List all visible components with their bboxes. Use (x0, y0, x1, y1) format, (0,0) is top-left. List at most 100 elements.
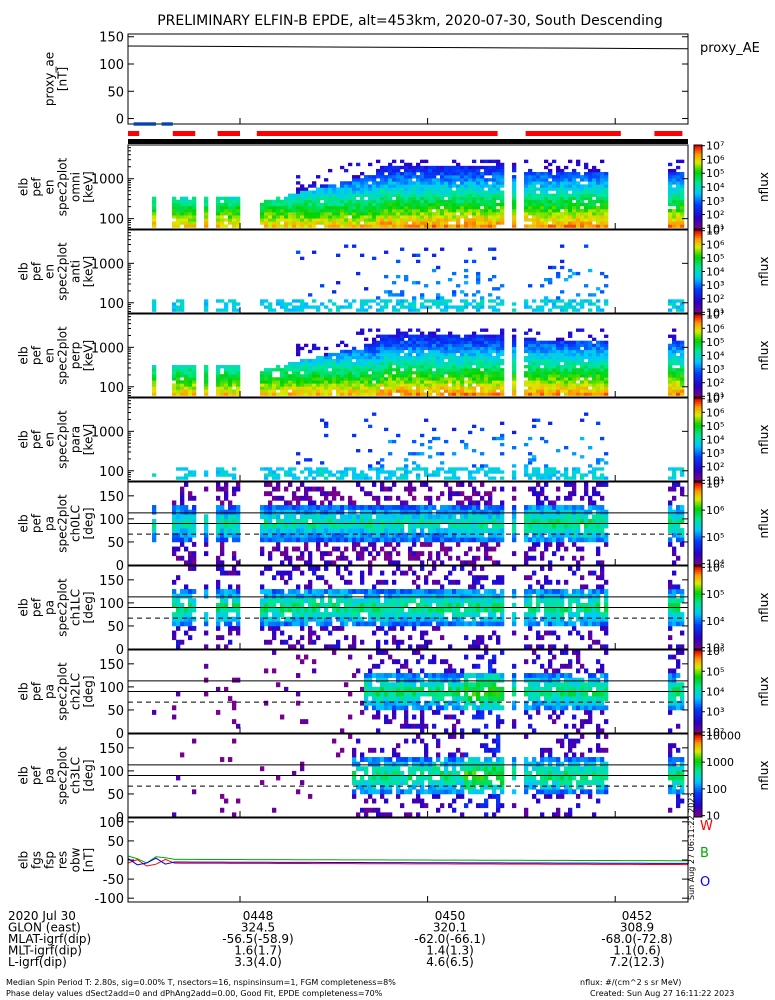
spectrogram-cell (272, 514, 277, 520)
colorbar-tick-label: 10¹ (706, 306, 724, 319)
spectrogram-cell (588, 187, 593, 191)
spectrogram-cell (172, 368, 177, 372)
spectrogram-cell (336, 343, 341, 348)
spectrogram-cell (472, 476, 477, 480)
spectrogram-cell (484, 334, 489, 338)
spectrogram-cell (576, 172, 581, 176)
spectrogram-cell (392, 205, 397, 210)
spectrogram-cell (384, 386, 389, 390)
spectrogram-cell (596, 215, 601, 219)
spectrogram-cell (544, 362, 549, 366)
spectrogram-cell (332, 187, 337, 191)
spectrogram-cell (388, 495, 393, 501)
spectrogram-cell (368, 509, 373, 515)
spectrogram-cell (588, 352, 593, 357)
spectrogram-cell (172, 537, 177, 543)
spectrogram-cell (512, 337, 517, 341)
spectrogram-cell (480, 343, 485, 348)
spectrogram-cell (308, 555, 313, 561)
colorbar-segment (694, 353, 702, 356)
spectrogram-cell (436, 365, 441, 369)
spectrogram-cell (408, 346, 413, 351)
spectrogram-cell (448, 184, 453, 188)
proxy-ae-line (127, 45, 689, 50)
spectrogram-cell (384, 389, 389, 393)
spectrogram-cell (236, 308, 241, 312)
spectrogram-cell (604, 202, 609, 207)
colorbar-segment (694, 310, 702, 314)
spectrogram-cell (452, 212, 457, 216)
spectrogram-cell (676, 208, 681, 213)
spectrogram-cell (532, 221, 537, 225)
spectrogram-cell (560, 184, 565, 188)
spectrogram-cell (304, 523, 309, 529)
spectrogram-cell (532, 368, 537, 372)
spectrogram-cell (680, 190, 685, 194)
spectrogram-cell (216, 196, 221, 201)
spectrogram-cell (284, 374, 289, 378)
spectrogram-cell (460, 383, 465, 387)
spectrogram-cell (288, 202, 293, 207)
spectrogram-cell (424, 299, 429, 303)
spectrogram-cell (592, 215, 597, 219)
spectrogram-cell (592, 175, 597, 179)
colorbar-tick-label: 10² (706, 209, 724, 222)
spectrogram-cell (176, 546, 181, 552)
spectrogram-cell (680, 340, 685, 345)
spectrogram-cell (588, 392, 593, 396)
spectrogram-cell (380, 349, 385, 354)
spectrogram-cell (220, 224, 225, 228)
spectrogram-cell (560, 380, 565, 384)
spectrogram-cell (400, 365, 405, 369)
spectrogram-cell (368, 199, 373, 204)
spectrogram-cell (184, 205, 189, 210)
science-zone-marker (217, 131, 240, 136)
spectrogram-cell (604, 392, 609, 396)
spectrogram-cell (360, 386, 365, 390)
spectrogram-cell (592, 380, 597, 384)
colorbar-segment (694, 376, 702, 379)
spectrogram-cell (596, 308, 601, 312)
spectrogram-cell (600, 380, 605, 384)
spectrogram-cell (320, 418, 325, 422)
spectrogram-cell (452, 473, 457, 477)
spectrogram-cell (380, 218, 385, 222)
spectrogram-cell (556, 196, 561, 201)
spectrogram-cell (324, 365, 329, 369)
spectrogram-cell (536, 355, 541, 360)
spectrogram-cell (568, 202, 573, 207)
spectrogram-cell (376, 383, 381, 387)
spectrogram-cell (440, 541, 445, 547)
spectrogram-cell (560, 349, 565, 354)
spectrogram-cell (400, 514, 405, 520)
spectrogram-cell (216, 514, 221, 520)
spectrogram-cell (328, 168, 333, 173)
spectrogram-cell (380, 190, 385, 194)
spectrogram-cell (444, 509, 449, 515)
spectrogram-cell (584, 362, 589, 366)
spectrogram-cell (448, 377, 453, 381)
spectrogram-cell (388, 178, 393, 182)
spectrogram-cell (384, 505, 389, 510)
spectrogram-cell (364, 346, 369, 351)
spectrogram-cell (600, 362, 605, 366)
spectrogram-cell (344, 473, 349, 477)
spectrogram-cell (380, 340, 385, 345)
spectrogram-cell (224, 199, 229, 204)
spectrogram-cell (584, 368, 589, 372)
spectrogram-cell (236, 224, 241, 228)
spectrogram-cell (360, 190, 365, 194)
spectrogram-cell (432, 560, 437, 566)
spectrogram-cell (544, 224, 549, 228)
spectrogram-cell (368, 449, 373, 453)
spectrogram-cell (340, 215, 345, 219)
spectrogram-cell (320, 302, 325, 306)
spectrogram-cell (460, 199, 465, 204)
spectrogram-cell (404, 299, 409, 303)
spectrogram-cell (380, 464, 385, 468)
colorbar-segment (694, 449, 702, 453)
spectrogram-cell (188, 212, 193, 216)
spectrogram-cell (572, 362, 577, 366)
spectrogram-cell (432, 343, 437, 348)
spectrogram-cell (404, 181, 409, 185)
